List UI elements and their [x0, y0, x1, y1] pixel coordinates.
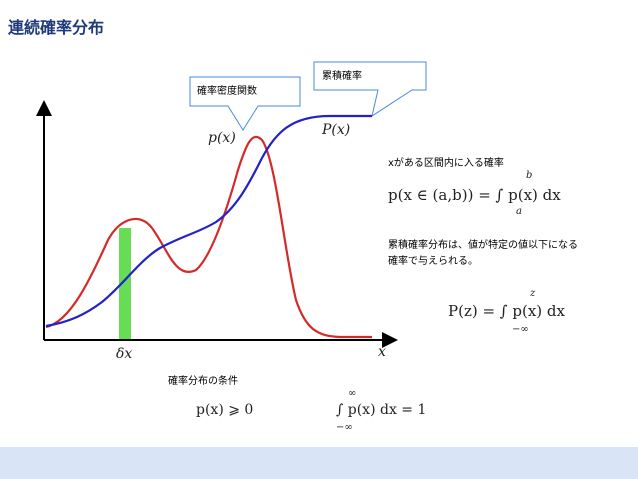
cdf-callout-box — [313, 61, 427, 118]
cdf-callout-text: 累積確率 — [322, 69, 362, 82]
pdf-curve — [45, 135, 372, 339]
pdf-label: p(x) — [208, 130, 236, 146]
dx-strip — [119, 228, 131, 340]
x-axis-label: x — [378, 344, 386, 360]
pdf-callout-box — [189, 76, 301, 131]
norm-lower-limit: −∞ — [336, 422, 353, 433]
pdf-callout-text: 確率密度関数 — [197, 84, 257, 97]
interval-formula: p(x ∈ (a,b)) = ∫ p(x) dx — [388, 186, 561, 204]
interval-upper-limit: b — [526, 170, 532, 181]
cdf-desc-line1: 累積確率分布は、値が特定の値以下になる — [388, 238, 578, 251]
condition-nonnegative: p(x) ⩾ 0 — [196, 402, 253, 418]
cdf-desc-line2: 確率で与えられる。 — [388, 254, 478, 267]
condition-normalization: ∫ p(x) dx = 1 — [336, 402, 426, 418]
cdf-formula: P(z) = ∫ p(x) dx — [448, 302, 566, 320]
interval-prob-text: xがある区間内に入る確率 — [388, 156, 504, 169]
bottom-band — [0, 447, 638, 479]
cdf-lower-limit: −∞ — [512, 324, 529, 335]
norm-upper-limit: ∞ — [348, 388, 356, 399]
cdf-curve — [45, 114, 372, 328]
page-title: 連続確率分布 — [8, 18, 105, 37]
cdf-label: P(x) — [321, 122, 350, 138]
interval-lower-limit: a — [516, 206, 522, 217]
conditions-label: 確率分布の条件 — [168, 374, 238, 387]
dx-label: δx — [116, 346, 132, 362]
cdf-upper-limit: z — [529, 288, 536, 299]
